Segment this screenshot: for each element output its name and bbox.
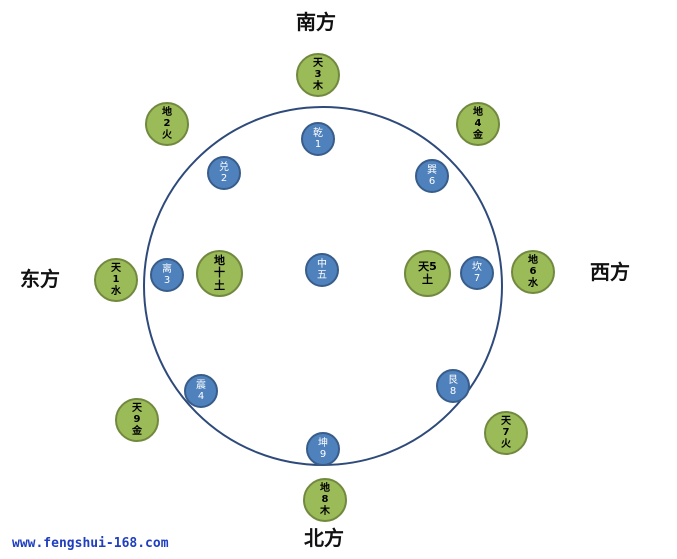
node-line: 天 bbox=[501, 415, 511, 427]
node-line: 4 bbox=[197, 391, 205, 402]
node-line: 天 bbox=[111, 262, 121, 274]
number-node-tian5: 天5 土 bbox=[404, 250, 451, 297]
node-line: 天 bbox=[313, 57, 323, 69]
node-line: 火 bbox=[501, 438, 511, 450]
node-line: 兑 bbox=[219, 161, 229, 173]
node-line: 木 bbox=[320, 505, 330, 517]
trigram-node-qian: 乾 1 bbox=[301, 122, 335, 156]
node-line: 艮 bbox=[448, 374, 458, 386]
node-line: 火 bbox=[162, 129, 172, 141]
number-node-di2: 地 2 火 bbox=[145, 102, 189, 146]
node-line: 水 bbox=[528, 277, 538, 289]
trigram-node-zhen: 震 4 bbox=[184, 374, 218, 408]
node-line: 2 bbox=[220, 173, 228, 184]
node-line: 地 bbox=[162, 106, 172, 118]
node-line: 地 bbox=[214, 253, 225, 267]
trigram-node-li: 离 3 bbox=[150, 258, 184, 292]
node-line: 震 bbox=[196, 379, 206, 391]
number-node-tian1: 天 1 水 bbox=[94, 258, 138, 302]
trigram-node-xun: 巽 6 bbox=[415, 159, 449, 193]
direction-east-label: 东方 bbox=[20, 267, 60, 291]
trigram-node-zhong: 中 五 bbox=[305, 253, 339, 287]
node-line: 中 bbox=[317, 258, 327, 270]
node-line: 木 bbox=[313, 80, 323, 92]
node-line: 天5 bbox=[418, 259, 437, 273]
node-line: 3 bbox=[314, 69, 322, 81]
trigram-node-gen: 艮 8 bbox=[436, 369, 470, 403]
node-line: 地 bbox=[528, 254, 538, 266]
node-line: 2 bbox=[163, 118, 171, 130]
node-line: 土 bbox=[214, 278, 225, 292]
node-line: 金 bbox=[132, 425, 142, 437]
trigram-node-kun: 坤 9 bbox=[306, 432, 340, 466]
node-line: 五 bbox=[317, 270, 327, 281]
number-node-tian7: 天 7 火 bbox=[484, 411, 528, 455]
node-line: 地 bbox=[473, 106, 483, 118]
node-line: 金 bbox=[473, 129, 483, 141]
node-line: 水 bbox=[111, 285, 121, 297]
trigram-node-kan: 坎 7 bbox=[460, 256, 494, 290]
node-line: 坤 bbox=[318, 437, 328, 449]
node-line: 7 bbox=[473, 273, 481, 284]
number-node-di10: 地 十 土 bbox=[196, 250, 243, 297]
direction-west-label: 西方 bbox=[590, 260, 630, 284]
watermark-url: www.fengshui-168.com bbox=[12, 536, 169, 551]
node-line: 9 bbox=[319, 449, 327, 460]
trigram-node-dui: 兑 2 bbox=[207, 156, 241, 190]
node-line: 乾 bbox=[313, 127, 323, 139]
node-line: 十 bbox=[214, 266, 225, 280]
number-node-tian9: 天 9 金 bbox=[115, 398, 159, 442]
node-line: 1 bbox=[112, 274, 120, 286]
number-node-tian3: 天 3 木 bbox=[296, 53, 340, 97]
number-node-di8: 地 8 木 bbox=[303, 478, 347, 522]
number-node-di4: 地 4 金 bbox=[456, 102, 500, 146]
number-node-di6: 地 6 水 bbox=[511, 250, 555, 294]
node-line: 6 bbox=[428, 176, 436, 187]
node-line: 7 bbox=[502, 427, 510, 439]
direction-south-label: 南方 bbox=[296, 10, 336, 34]
node-line: 离 bbox=[162, 263, 172, 275]
node-line: 坎 bbox=[472, 261, 482, 273]
node-line: 土 bbox=[422, 272, 433, 286]
node-line: 巽 bbox=[427, 164, 437, 176]
node-line: 4 bbox=[474, 118, 482, 130]
node-line: 3 bbox=[163, 275, 171, 286]
node-line: 9 bbox=[133, 414, 141, 426]
node-line: 地 bbox=[320, 482, 330, 494]
node-line: 8 bbox=[449, 386, 457, 397]
node-line: 天 bbox=[132, 402, 142, 414]
node-line: 1 bbox=[314, 139, 322, 150]
direction-north-label: 北方 bbox=[304, 526, 344, 550]
node-line: 6 bbox=[529, 266, 537, 278]
node-line: 8 bbox=[321, 494, 329, 506]
